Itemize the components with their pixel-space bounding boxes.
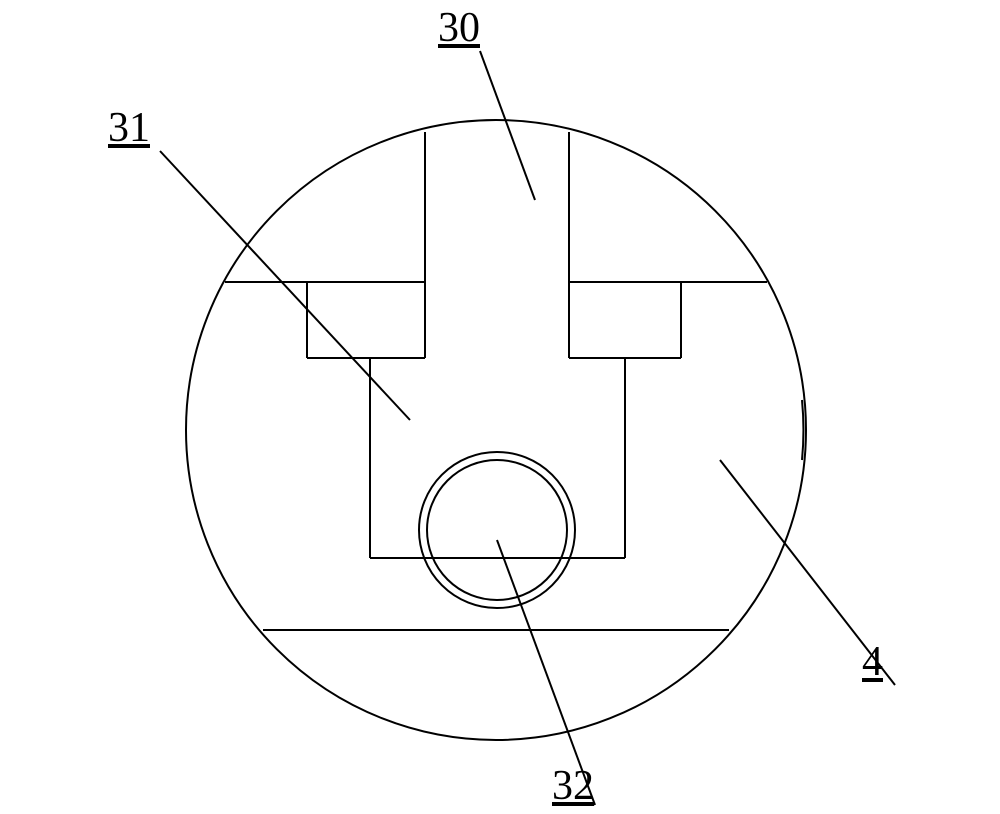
label-4: 4 — [862, 638, 883, 686]
label-31: 31 — [108, 104, 150, 152]
label-32: 32 — [552, 762, 594, 810]
label-30-text: 30 — [438, 5, 480, 51]
label-32-text: 32 — [552, 763, 594, 809]
diagram-svg — [0, 0, 1000, 814]
label-31-text: 31 — [108, 105, 150, 151]
inner-circle-outer — [419, 452, 575, 608]
right-arc-mark — [802, 400, 803, 460]
label-30: 30 — [438, 4, 480, 52]
inner-circle-inner — [427, 460, 567, 600]
main-circle — [186, 120, 806, 740]
leader-31 — [160, 151, 410, 420]
leader-30 — [480, 51, 535, 200]
label-4-text: 4 — [862, 639, 883, 685]
